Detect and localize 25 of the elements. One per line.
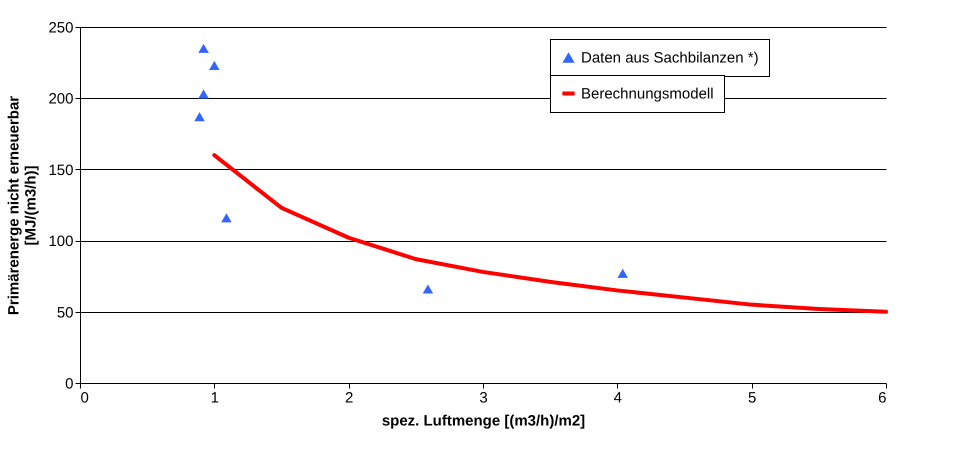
x-tick-label: 3 (479, 390, 488, 406)
y-axis-title: Primärenerge nicht erneuerbar [MJ/(m3/h)] (5, 96, 40, 316)
x-tick-label: 0 (80, 390, 89, 406)
y-tick-label: 50 (56, 304, 74, 322)
x-tick-label: 4 (614, 390, 622, 406)
x-axis-title: spez. Luftmenge [(m3/h)/m2] (382, 412, 586, 430)
point (221, 213, 232, 222)
line-series (212, 153, 888, 314)
point (617, 268, 628, 278)
x-tick-label: 5 (748, 390, 756, 406)
y-tick-label: 100 (48, 233, 74, 250)
y-tick-label: 150 (48, 162, 74, 179)
y-tick-label: 0 (65, 376, 74, 392)
x-tick-label: 1 (210, 390, 220, 406)
legend-label: Daten aus Sachbilanzen *) (581, 50, 759, 66)
y-tick-label: 200 (48, 90, 74, 108)
legend-label: Berechnungsmodell (581, 86, 714, 102)
x-tick-label: 2 (344, 390, 354, 406)
x-tick-label: 6 (878, 390, 886, 406)
point (198, 89, 209, 98)
point (422, 284, 434, 294)
point (209, 60, 220, 70)
point (194, 112, 205, 122)
y-tick-label: 250 (48, 20, 74, 36)
point (198, 44, 209, 53)
